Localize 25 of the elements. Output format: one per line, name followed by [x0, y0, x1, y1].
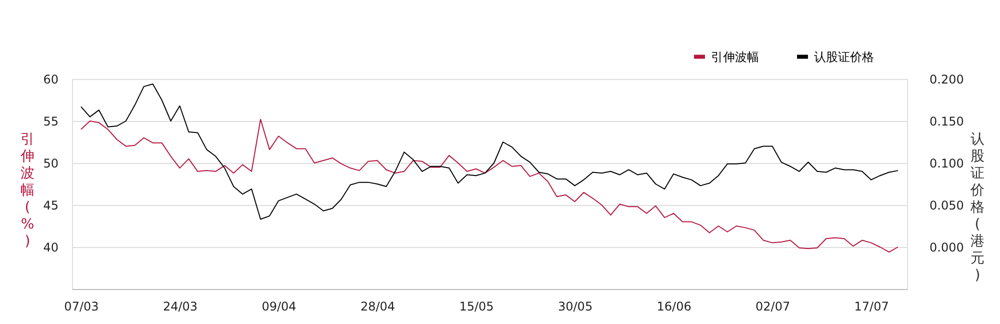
- x-tick-label: 28/04: [360, 300, 396, 314]
- y2-tick-label: 0.050: [930, 198, 964, 212]
- y2-tick-label: 0.150: [930, 114, 964, 128]
- y-tick-label: 60: [43, 72, 58, 86]
- y-tick-label: 40: [43, 240, 58, 254]
- legend-label: 认股证价格: [814, 50, 874, 64]
- y-tick-label: 50: [43, 156, 58, 170]
- x-tick-label: 16/06: [656, 300, 692, 314]
- x-tick-label: 17/07: [854, 300, 889, 314]
- x-tick-label: 07/03: [64, 300, 99, 314]
- x-tick-label: 02/07: [756, 300, 790, 314]
- y-tick-label: 45: [43, 198, 58, 212]
- y2-tick-label: 0.100: [930, 156, 964, 170]
- y-tick-label: 55: [43, 114, 58, 128]
- y2-tick-label: 0.000: [930, 240, 964, 254]
- x-tick-label: 09/04: [262, 300, 296, 314]
- line-series: [80, 118, 899, 253]
- y-axis-title: 引伸波幅(%): [20, 132, 34, 250]
- line-series: [80, 84, 899, 220]
- text: 认股证价格(港元): [970, 132, 984, 284]
- legend-label: 引伸波幅: [711, 50, 759, 64]
- x-tick-label: 15/05: [459, 300, 494, 314]
- x-tick-label: 24/03: [162, 300, 198, 314]
- x-tick-label: 30/05: [558, 300, 593, 314]
- y2-tick-label: 0.200: [930, 72, 964, 86]
